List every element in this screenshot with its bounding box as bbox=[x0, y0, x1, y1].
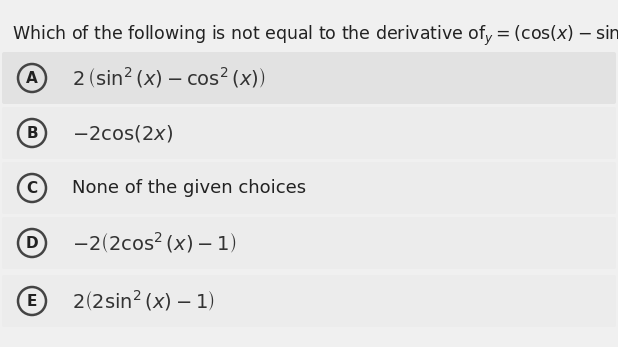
FancyBboxPatch shape bbox=[2, 275, 616, 327]
Text: $2\,\left(\sin^2(x) - \cos^2(x)\right)$: $2\,\left(\sin^2(x) - \cos^2(x)\right)$ bbox=[72, 66, 266, 90]
Text: $-2\left(2\cos^2(x) - 1\right)$: $-2\left(2\cos^2(x) - 1\right)$ bbox=[72, 231, 236, 255]
FancyBboxPatch shape bbox=[2, 52, 616, 104]
Text: C: C bbox=[27, 180, 38, 195]
Text: A: A bbox=[26, 70, 38, 85]
Text: $-2\cos(2x)$: $-2\cos(2x)$ bbox=[72, 122, 173, 144]
FancyBboxPatch shape bbox=[2, 217, 616, 269]
Text: Which of the following is not equal to the derivative of$_y = (\cos(x) - \sin(x): Which of the following is not equal to t… bbox=[12, 22, 618, 48]
Text: None of the given choices: None of the given choices bbox=[72, 179, 306, 197]
Text: $2\left(2\sin^2(x) - 1\right)$: $2\left(2\sin^2(x) - 1\right)$ bbox=[72, 289, 215, 313]
Text: B: B bbox=[26, 126, 38, 141]
FancyBboxPatch shape bbox=[2, 162, 616, 214]
FancyBboxPatch shape bbox=[2, 107, 616, 159]
Text: D: D bbox=[26, 236, 38, 251]
Text: E: E bbox=[27, 294, 37, 308]
